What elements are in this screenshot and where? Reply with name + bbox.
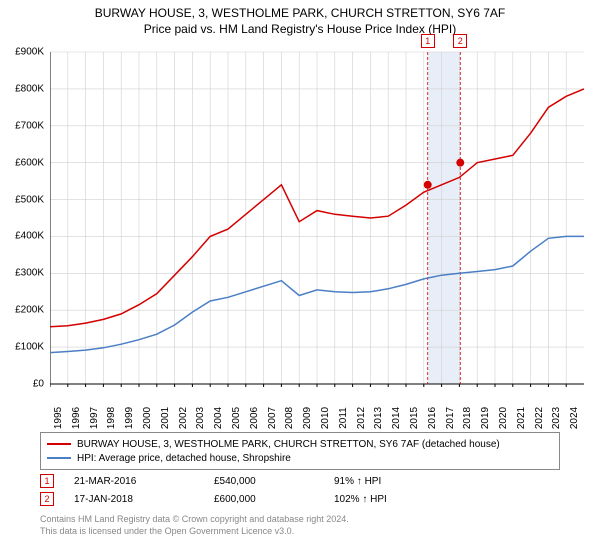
chart-plot-area xyxy=(50,48,590,388)
y-tick-label: £200K xyxy=(15,305,44,316)
y-tick-label: £700K xyxy=(15,120,44,131)
footer-line2: This data is licensed under the Open Gov… xyxy=(40,526,560,538)
chart-marker-box: 1 xyxy=(421,34,435,48)
y-tick-label: £600K xyxy=(15,157,44,168)
legend-swatch xyxy=(47,457,71,459)
y-tick-label: £400K xyxy=(15,231,44,242)
legend-row: BURWAY HOUSE, 3, WESTHOLME PARK, CHURCH … xyxy=(47,437,553,451)
legend-row: HPI: Average price, detached house, Shro… xyxy=(47,451,553,465)
x-tick-label: 2015 xyxy=(409,407,420,429)
x-tick-label: 2023 xyxy=(551,407,562,429)
x-tick-label: 2014 xyxy=(391,407,402,429)
x-tick-label: 2011 xyxy=(338,407,349,429)
x-tick-label: 2007 xyxy=(267,407,278,429)
marker-pct: 102% ↑ HPI xyxy=(334,494,454,505)
x-tick-label: 2020 xyxy=(498,407,509,429)
marker-date: 21-MAR-2016 xyxy=(74,476,214,487)
x-tick-label: 2019 xyxy=(480,407,491,429)
marker-price: £540,000 xyxy=(214,476,334,487)
x-tick-label: 2009 xyxy=(302,407,313,429)
y-tick-label: £500K xyxy=(15,194,44,205)
y-tick-label: £900K xyxy=(15,47,44,58)
marker-table-row: 2 17-JAN-2018£600,000102% ↑ HPI xyxy=(40,490,560,508)
x-tick-label: 2021 xyxy=(516,407,527,429)
footer-line1: Contains HM Land Registry data © Crown c… xyxy=(40,514,560,526)
x-tick-label: 2003 xyxy=(195,407,206,429)
y-tick-label: £0 xyxy=(33,379,44,390)
x-tick-label: 1995 xyxy=(53,407,64,429)
marker-number-box: 1 xyxy=(40,474,54,488)
x-tick-label: 1998 xyxy=(106,407,117,429)
x-tick-label: 2017 xyxy=(445,407,456,429)
x-tick-label: 2024 xyxy=(569,407,580,429)
chart-title-line2: Price paid vs. HM Land Registry's House … xyxy=(0,22,600,36)
y-tick-label: £100K xyxy=(15,342,44,353)
x-tick-label: 2006 xyxy=(249,407,260,429)
x-tick-label: 1999 xyxy=(124,407,135,429)
chart-marker-box: 2 xyxy=(453,34,467,48)
marker-table: 1 21-MAR-2016£540,00091% ↑ HPI 2 17-JAN-201… xyxy=(40,472,560,508)
footer-attribution: Contains HM Land Registry data © Crown c… xyxy=(40,514,560,537)
x-tick-label: 1996 xyxy=(71,407,82,429)
marker-price: £600,000 xyxy=(214,494,334,505)
y-tick-label: £800K xyxy=(15,83,44,94)
x-tick-label: 2010 xyxy=(320,407,331,429)
marker-table-row: 1 21-MAR-2016£540,00091% ↑ HPI xyxy=(40,472,560,490)
y-tick-label: £300K xyxy=(15,268,44,279)
x-tick-label: 1997 xyxy=(89,407,100,429)
x-tick-label: 2012 xyxy=(356,407,367,429)
x-tick-label: 2018 xyxy=(462,407,473,429)
legend: BURWAY HOUSE, 3, WESTHOLME PARK, CHURCH … xyxy=(40,432,560,470)
x-tick-label: 2001 xyxy=(160,407,171,429)
legend-swatch xyxy=(47,443,71,445)
x-tick-label: 2004 xyxy=(213,407,224,429)
x-tick-label: 2013 xyxy=(373,407,384,429)
x-tick-label: 2000 xyxy=(142,407,153,429)
x-tick-label: 2005 xyxy=(231,407,242,429)
marker-number-box: 2 xyxy=(40,492,54,506)
marker-date: 17-JAN-2018 xyxy=(74,494,214,505)
x-tick-label: 2022 xyxy=(534,407,545,429)
chart-title-line1: BURWAY HOUSE, 3, WESTHOLME PARK, CHURCH … xyxy=(0,6,600,20)
legend-label: HPI: Average price, detached house, Shro… xyxy=(77,453,291,464)
x-axis: 1995 1996 1997 1998 1999 2000 2001 2002 2003 2004… xyxy=(50,390,590,430)
legend-label: BURWAY HOUSE, 3, WESTHOLME PARK, CHURCH … xyxy=(77,439,500,450)
x-tick-label: 2016 xyxy=(427,407,438,429)
y-axis: £0 £100K £200K £300K £400K £500K £600K £700K £80… xyxy=(0,48,48,388)
x-tick-label: 2008 xyxy=(284,407,295,429)
x-tick-label: 2002 xyxy=(178,407,189,429)
marker-pct: 91% ↑ HPI xyxy=(334,476,454,487)
